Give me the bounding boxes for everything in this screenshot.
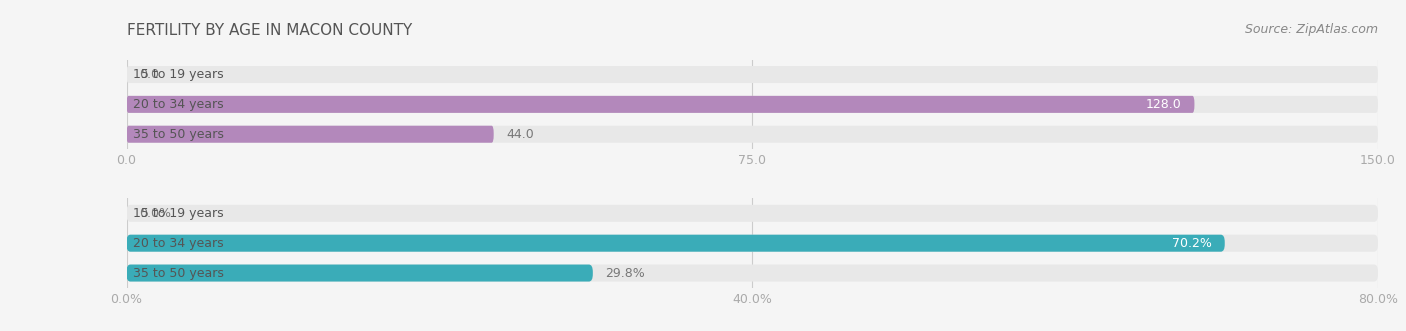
Text: Source: ZipAtlas.com: Source: ZipAtlas.com	[1244, 23, 1378, 36]
Text: 128.0: 128.0	[1146, 98, 1182, 111]
FancyBboxPatch shape	[127, 235, 1378, 252]
Text: 0.0: 0.0	[139, 68, 159, 81]
FancyBboxPatch shape	[127, 235, 1225, 252]
Text: FERTILITY BY AGE IN MACON COUNTY: FERTILITY BY AGE IN MACON COUNTY	[127, 23, 412, 38]
FancyBboxPatch shape	[127, 205, 1378, 222]
Text: 70.2%: 70.2%	[1173, 237, 1212, 250]
Text: 0.0%: 0.0%	[139, 207, 172, 220]
Text: 20 to 34 years: 20 to 34 years	[132, 98, 224, 111]
Text: 44.0: 44.0	[506, 128, 534, 141]
Text: 35 to 50 years: 35 to 50 years	[132, 266, 224, 280]
Text: 15 to 19 years: 15 to 19 years	[132, 68, 224, 81]
FancyBboxPatch shape	[127, 264, 1378, 282]
Text: 20 to 34 years: 20 to 34 years	[132, 237, 224, 250]
FancyBboxPatch shape	[127, 126, 1378, 143]
Text: 15 to 19 years: 15 to 19 years	[132, 207, 224, 220]
FancyBboxPatch shape	[127, 126, 494, 143]
Text: 35 to 50 years: 35 to 50 years	[132, 128, 224, 141]
FancyBboxPatch shape	[127, 66, 1378, 83]
FancyBboxPatch shape	[127, 264, 593, 282]
FancyBboxPatch shape	[127, 96, 1195, 113]
FancyBboxPatch shape	[127, 96, 1378, 113]
Text: 29.8%: 29.8%	[605, 266, 645, 280]
